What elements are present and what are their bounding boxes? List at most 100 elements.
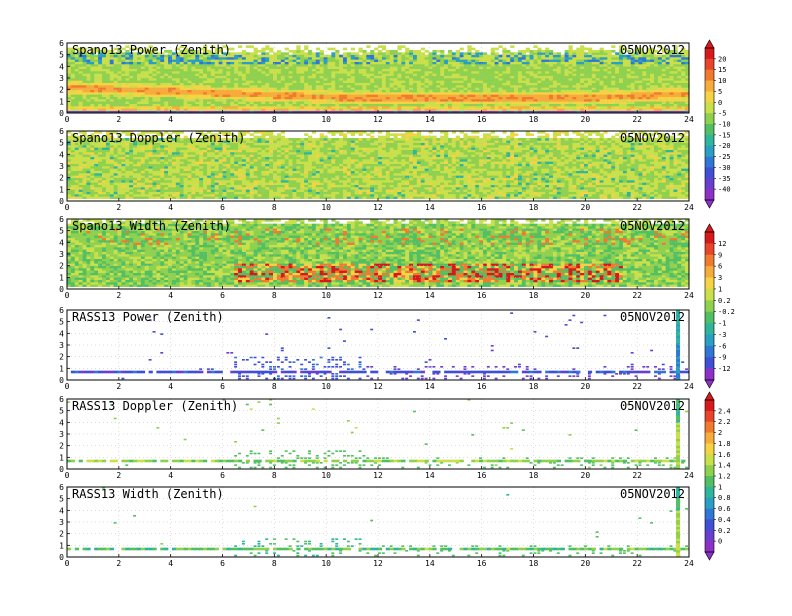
heatmap-cell [413, 94, 417, 97]
heatmap-cell [417, 97, 421, 100]
heatmap-cell [405, 66, 409, 69]
heatmap-cell [522, 108, 526, 111]
heatmap-cell [506, 69, 510, 72]
heatmap-cell [141, 152, 145, 155]
heatmap-cell [448, 50, 452, 53]
heatmap-cell [362, 57, 366, 60]
heatmap-cell [658, 66, 662, 69]
heatmap-cell [483, 69, 487, 72]
heatmap-cell [273, 69, 277, 72]
heatmap-cell [627, 97, 631, 100]
heatmap-cell [129, 108, 133, 111]
heatmap-cell [254, 59, 258, 62]
heatmap-cell [662, 92, 666, 95]
heatmap-cell [121, 90, 125, 93]
heatmap-cell [670, 62, 674, 65]
heatmap-cell [588, 101, 592, 104]
heatmap-cell [510, 83, 514, 86]
heatmap-cell [83, 106, 87, 109]
heatmap-cell [149, 164, 153, 167]
heatmap-cell [471, 57, 475, 60]
heatmap-cell [137, 69, 141, 72]
heatmap-cell [654, 90, 658, 93]
heatmap-cell [362, 104, 366, 107]
heatmap-cell [106, 157, 110, 160]
heatmap-cell [176, 94, 180, 97]
heatmap-cell [296, 101, 300, 104]
heatmap-cell [149, 171, 153, 174]
heatmap-cell [94, 159, 98, 162]
heatmap-cell [145, 152, 149, 155]
heatmap-cell [94, 59, 98, 62]
heatmap-cell [553, 69, 557, 72]
heatmap-cell [537, 108, 541, 111]
heatmap-cell [588, 59, 592, 62]
heatmap-cell [483, 66, 487, 69]
heatmap-cell [145, 104, 149, 107]
heatmap-cell [261, 83, 265, 86]
heatmap-cell [440, 94, 444, 97]
heatmap-cell [184, 57, 188, 60]
heatmap-cell [666, 104, 670, 107]
heatmap-cell [86, 185, 90, 188]
heatmap-cell [421, 106, 425, 109]
heatmap-cell [273, 73, 277, 76]
heatmap-cell [308, 94, 312, 97]
heatmap-cell [277, 59, 281, 62]
heatmap-cell [277, 69, 281, 72]
heatmap-cell [549, 108, 553, 111]
heatmap-cell [149, 87, 153, 90]
heatmap-cell [141, 161, 145, 164]
heatmap-cell [153, 76, 157, 79]
heatmap-cell [522, 59, 526, 62]
heatmap-cell [456, 85, 460, 88]
heatmap-cell [234, 99, 238, 102]
heatmap-cell [460, 78, 464, 81]
heatmap-cell [304, 73, 308, 76]
heatmap-cell [588, 80, 592, 83]
heatmap-cell [351, 71, 355, 74]
heatmap-cell [642, 59, 646, 62]
heatmap-cell [487, 69, 491, 72]
heatmap-cell [514, 92, 518, 95]
heatmap-cell [226, 59, 230, 62]
heatmap-cell [83, 83, 87, 86]
heatmap-cell [168, 104, 172, 107]
heatmap-cell [172, 62, 176, 65]
heatmap-cell [207, 62, 211, 65]
heatmap-cell [71, 106, 75, 109]
heatmap-cell [98, 157, 102, 160]
heatmap-cell [145, 189, 149, 192]
heatmap-cell [619, 80, 623, 83]
heatmap-cell [673, 92, 677, 95]
heatmap-cell [254, 80, 258, 83]
x-tick-label: 8 [272, 115, 277, 124]
heatmap-cell [401, 69, 405, 72]
heatmap-cell [180, 62, 184, 65]
heatmap-cell [250, 90, 254, 93]
heatmap-cell [172, 94, 176, 97]
heatmap-cell [184, 108, 188, 111]
heatmap-cell [106, 59, 110, 62]
heatmap-cell [129, 78, 133, 81]
heatmap-cell [631, 71, 635, 74]
heatmap-cell [607, 59, 611, 62]
heatmap-cell [619, 62, 623, 65]
heatmap-cell [153, 99, 157, 102]
heatmap-cell [646, 59, 650, 62]
heatmap-cell [514, 80, 518, 83]
heatmap-cell [467, 62, 471, 65]
heatmap-cell [580, 90, 584, 93]
heatmap-cell [312, 80, 316, 83]
heatmap-cell [156, 66, 160, 69]
heatmap-cell [207, 97, 211, 100]
heatmap-cell [79, 185, 83, 188]
heatmap-cell [405, 104, 409, 107]
heatmap-cell [615, 106, 619, 109]
heatmap-cell [359, 66, 363, 69]
heatmap-cell [285, 108, 289, 111]
heatmap-cell [568, 59, 572, 62]
heatmap-cell [654, 78, 658, 81]
heatmap-cell [666, 108, 670, 111]
heatmap-cell [188, 71, 192, 74]
